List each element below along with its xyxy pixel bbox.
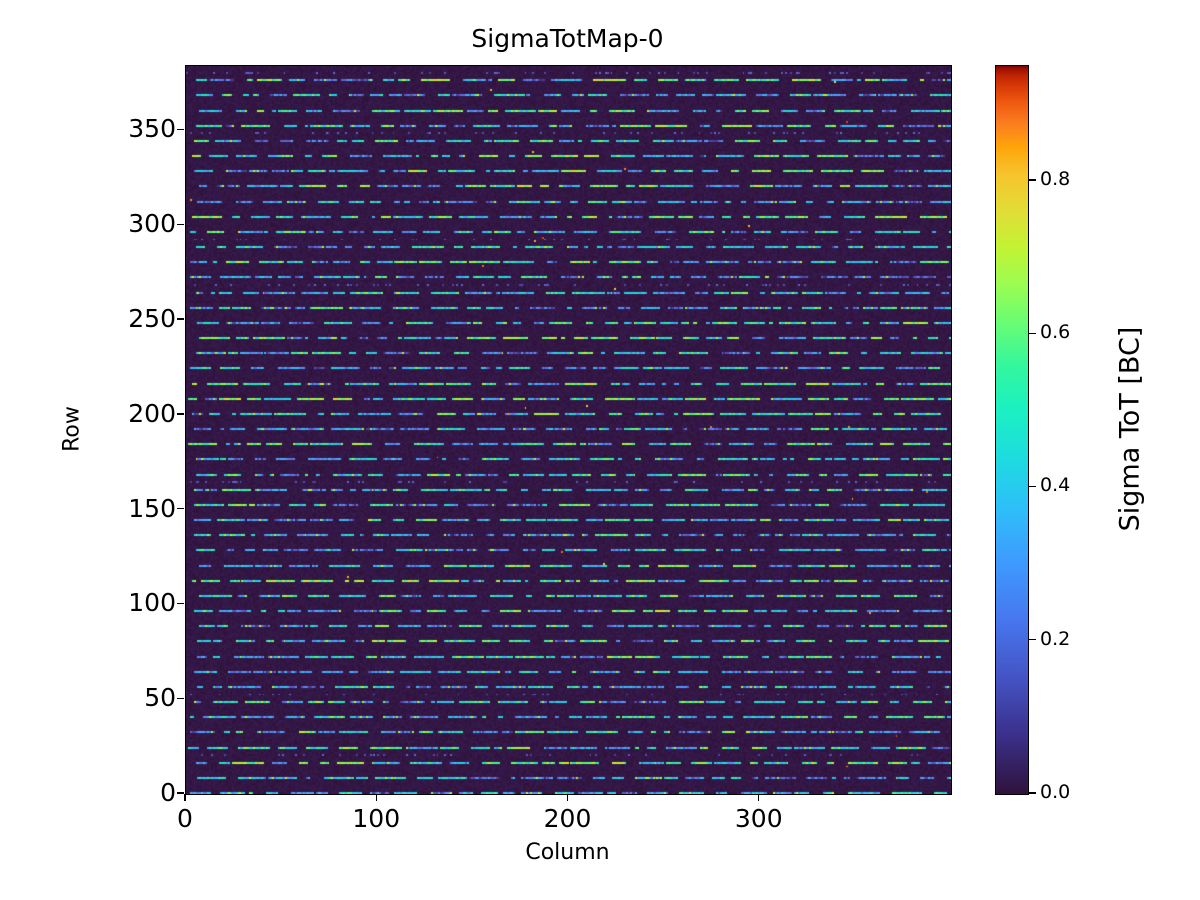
y-tick-mark — [177, 413, 184, 415]
colorbar — [995, 65, 1029, 795]
x-tick-mark — [375, 794, 377, 801]
x-tick-mark — [758, 794, 760, 801]
y-tick-label: 250 — [128, 304, 176, 334]
colorbar-tick-label: 0.0 — [1040, 781, 1071, 803]
x-tick-label: 0 — [177, 804, 193, 833]
colorbar-tick-label: 0.6 — [1040, 321, 1071, 344]
y-tick-label: 150 — [128, 493, 176, 523]
y-tick-mark — [177, 223, 184, 225]
y-tick-mark — [177, 507, 184, 510]
y-tick-mark — [177, 602, 184, 605]
colorbar-tick-mark — [1029, 179, 1036, 181]
y-tick-label: 50 — [144, 683, 176, 713]
y-tick-label: 200 — [128, 398, 176, 428]
page-title: SigmaTotMap-0 — [471, 24, 664, 53]
x-tick-mark — [566, 794, 569, 801]
y-tick-mark — [177, 792, 184, 794]
y-tick-label: 350 — [128, 114, 176, 144]
x-tick-label: 100 — [352, 804, 401, 833]
x-axis-label: Column — [525, 840, 610, 865]
x-tick-label: 300 — [734, 804, 783, 833]
y-tick-label: 0 — [160, 778, 176, 807]
y-tick-mark — [177, 318, 184, 320]
y-tick-label: 300 — [128, 209, 176, 239]
colorbar-tick-label: 0.2 — [1040, 627, 1071, 650]
y-axis-label: Row — [59, 406, 85, 452]
y-tick-label: 100 — [128, 588, 176, 618]
colorbar-tick-label: 0.8 — [1040, 167, 1071, 190]
colorbar-gradient — [996, 66, 1028, 794]
heatmap-image — [186, 66, 951, 794]
x-tick-label: 200 — [543, 804, 592, 833]
colorbar-tick-mark — [1029, 639, 1036, 641]
colorbar-label: Sigma ToT [BC] — [1114, 326, 1146, 532]
colorbar-tick-mark — [1029, 792, 1036, 794]
heatmap-plot-area — [185, 65, 952, 795]
colorbar-tick-mark — [1029, 485, 1036, 488]
y-tick-mark — [177, 128, 184, 131]
colorbar-tick-mark — [1029, 332, 1036, 334]
x-tick-mark — [184, 794, 186, 801]
colorbar-tick-label: 0.4 — [1040, 474, 1071, 497]
y-tick-mark — [177, 697, 184, 699]
